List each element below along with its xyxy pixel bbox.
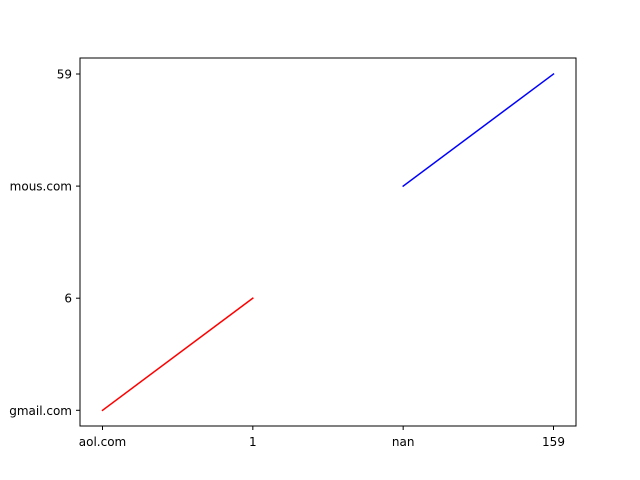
y-tick-label-59: 59 <box>57 68 72 82</box>
x-tick-label-nan: nan <box>392 435 415 449</box>
x-tick-label-159: 159 <box>542 435 565 449</box>
x-tick-label-1: 1 <box>249 435 257 449</box>
plot-frame <box>79 57 577 427</box>
series-line-1 <box>101 297 254 412</box>
y-tick-label-gmail-com: gmail.com <box>9 404 72 418</box>
series-line-2 <box>402 72 555 188</box>
x-tick-label-aol-com: aol.com <box>79 435 126 449</box>
series-layer <box>101 72 555 412</box>
x-axis: aol.com 1 nan 159 <box>79 426 565 449</box>
y-tick-label-6: 6 <box>64 292 72 306</box>
y-tick-label-mous-com: mous.com <box>10 180 72 194</box>
y-axis: gmail.com 6 mous.com 59 <box>9 68 80 418</box>
